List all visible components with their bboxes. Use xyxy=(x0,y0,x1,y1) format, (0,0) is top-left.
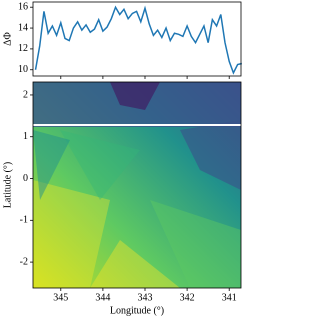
y-axis-label: ΔΦ xyxy=(2,32,13,46)
y-tick-label: 10 xyxy=(18,64,28,75)
y-tick-label: -2 xyxy=(20,256,28,267)
y-axis-label: Latitude (°) xyxy=(2,162,13,208)
y-tick-label: 14 xyxy=(18,22,28,33)
axes-frame xyxy=(32,1,242,77)
heatmap xyxy=(33,82,241,288)
y-tick-label: 16 xyxy=(18,2,28,13)
y-tick-label: 2 xyxy=(23,89,28,100)
data-line xyxy=(34,5,243,75)
y-tick-label: 1 xyxy=(23,131,28,142)
x-tick-label: 345 xyxy=(53,292,68,303)
y-tick-label: -1 xyxy=(20,215,28,226)
x-tick-label: 343 xyxy=(138,292,153,303)
y-tick-label: 12 xyxy=(18,43,28,54)
x-tick-label: 342 xyxy=(180,292,195,303)
axes-frame xyxy=(32,81,242,289)
x-tick-label: 341 xyxy=(222,292,237,303)
y-tick-label: 0 xyxy=(23,173,28,184)
x-tick-label: 344 xyxy=(95,292,110,303)
x-axis-label: Longitude (°) xyxy=(110,305,164,316)
